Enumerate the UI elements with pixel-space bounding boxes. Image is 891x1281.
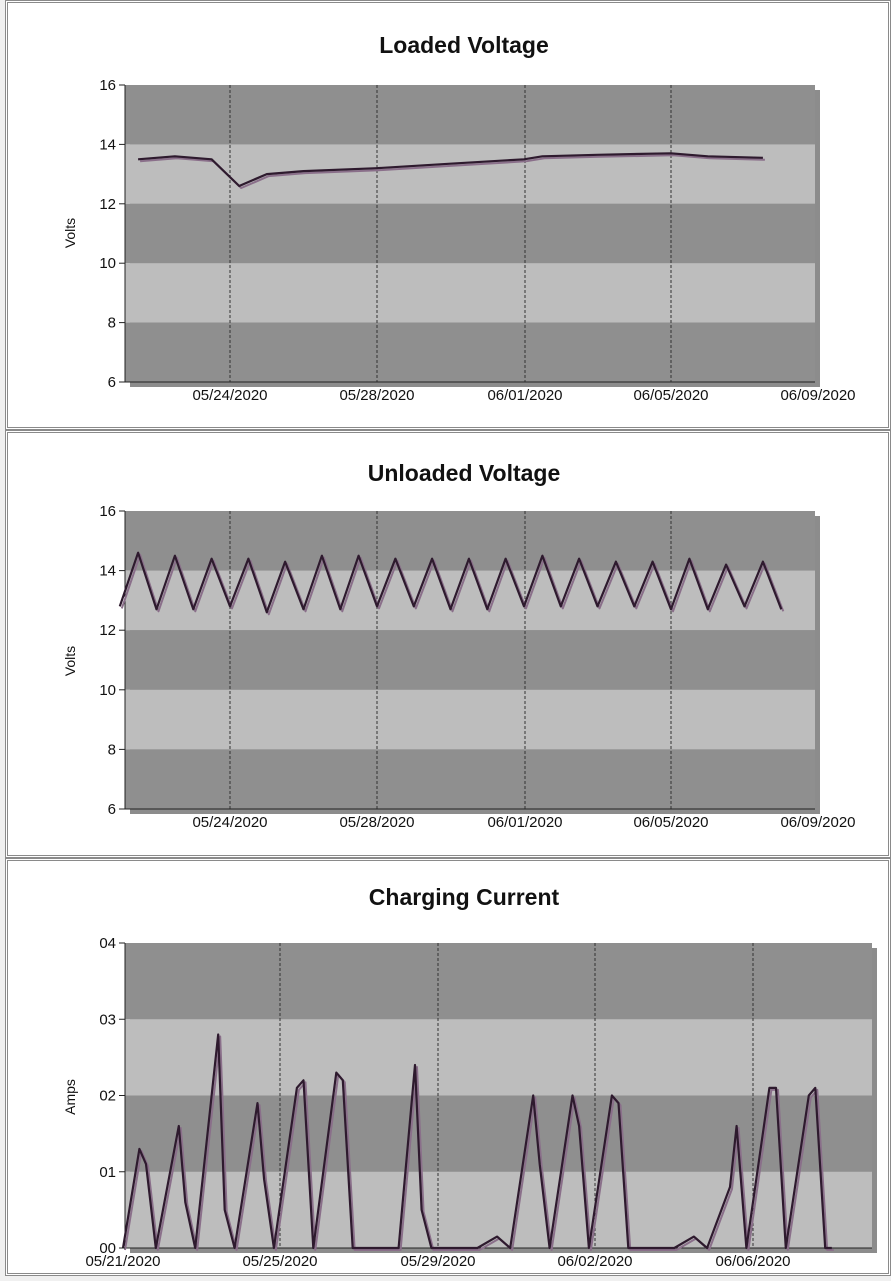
x-axis: 05/24/2020 05/28/2020 06/01/2020 06/05/2020… xyxy=(192,387,855,404)
series-line xyxy=(118,551,783,614)
series-line xyxy=(138,152,763,188)
series-shadow xyxy=(124,1035,834,1251)
x-tick-label: 06/02/2020 xyxy=(557,1253,632,1270)
y-tick-label: 10 xyxy=(99,255,116,272)
chart-title: Loaded Voltage xyxy=(379,32,549,58)
y-tick-label: 03 xyxy=(99,1011,116,1028)
y-tick-label: 02 xyxy=(99,1088,116,1105)
y-tick-label: 10 xyxy=(99,682,116,699)
plot-band xyxy=(125,749,815,809)
x-tick-label: 05/28/2020 xyxy=(339,387,414,404)
y-axis-label: Volts xyxy=(62,218,78,248)
y-axis-label: Volts xyxy=(62,646,78,676)
y-tick-label: 12 xyxy=(99,622,116,639)
x-axis: 05/21/2020 05/25/2020 05/29/2020 06/02/2020… xyxy=(85,1253,790,1270)
y-tick-label: 8 xyxy=(108,741,116,758)
y-axis: 16 14 12 10 8 6 xyxy=(99,503,125,818)
x-tick-label: 06/09/2020 xyxy=(780,814,855,831)
y-tick-label: 6 xyxy=(108,801,116,818)
y-tick-label: 04 xyxy=(99,935,116,952)
y-tick-label: 00 xyxy=(99,1240,116,1257)
plot-area xyxy=(121,943,877,1253)
x-tick-label: 05/25/2020 xyxy=(242,1253,317,1270)
x-tick-label: 05/29/2020 xyxy=(400,1253,475,1270)
x-tick-label: 05/21/2020 xyxy=(85,1253,160,1270)
y-tick-label: 14 xyxy=(99,136,116,153)
y-axis: 04 03 02 01 00 xyxy=(99,935,125,1257)
y-tick-label: 12 xyxy=(99,196,116,213)
y-tick-label: 8 xyxy=(108,315,116,332)
y-axis: 16 14 12 10 8 6 xyxy=(99,77,125,391)
plot-band xyxy=(125,630,815,690)
plot-band xyxy=(125,689,815,750)
series-line xyxy=(121,1033,832,1250)
x-axis: 05/24/2020 05/28/2020 06/01/2020 06/05/2020… xyxy=(192,814,855,831)
chart-title: Charging Current xyxy=(369,884,560,910)
x-tick-label: 05/24/2020 xyxy=(192,814,267,831)
x-tick-label: 06/01/2020 xyxy=(487,814,562,831)
y-axis-label: Amps xyxy=(62,1079,78,1115)
series-shadow xyxy=(120,553,785,616)
plot-area xyxy=(118,511,820,814)
x-tick-label: 05/28/2020 xyxy=(339,814,414,831)
y-tick-label: 01 xyxy=(99,1164,116,1181)
plot-band xyxy=(125,263,815,323)
y-tick-label: 16 xyxy=(99,77,116,94)
plot-band xyxy=(125,322,815,382)
plot-band xyxy=(125,144,815,204)
y-tick-label: 14 xyxy=(99,563,116,580)
chart-title: Unloaded Voltage xyxy=(368,460,561,486)
x-tick-label: 06/05/2020 xyxy=(633,814,708,831)
plot-band xyxy=(125,943,872,1020)
y-tick-label: 6 xyxy=(108,374,116,391)
plot-band xyxy=(125,85,815,145)
plot-area xyxy=(124,85,820,387)
x-tick-label: 06/01/2020 xyxy=(487,387,562,404)
unloaded-voltage-panel: Unloaded Voltage 16 14 12 10 8 6 05/24/2020 05… xyxy=(5,430,891,858)
y-tick-label: 16 xyxy=(99,503,116,520)
charging-current-panel: Charging Current 04 03 02 01 00 05/21/2020 05… xyxy=(5,858,891,1276)
x-tick-label: 06/06/2020 xyxy=(715,1253,790,1270)
x-tick-label: 06/05/2020 xyxy=(633,387,708,404)
x-tick-label: 05/24/2020 xyxy=(192,387,267,404)
plot-band xyxy=(125,203,815,264)
loaded-voltage-panel: Loaded Voltage 16 14 12 10 8 6 05/24/2020 05/2… xyxy=(5,0,891,430)
plot-band xyxy=(125,1019,872,1096)
x-tick-label: 06/09/2020 xyxy=(780,387,855,404)
